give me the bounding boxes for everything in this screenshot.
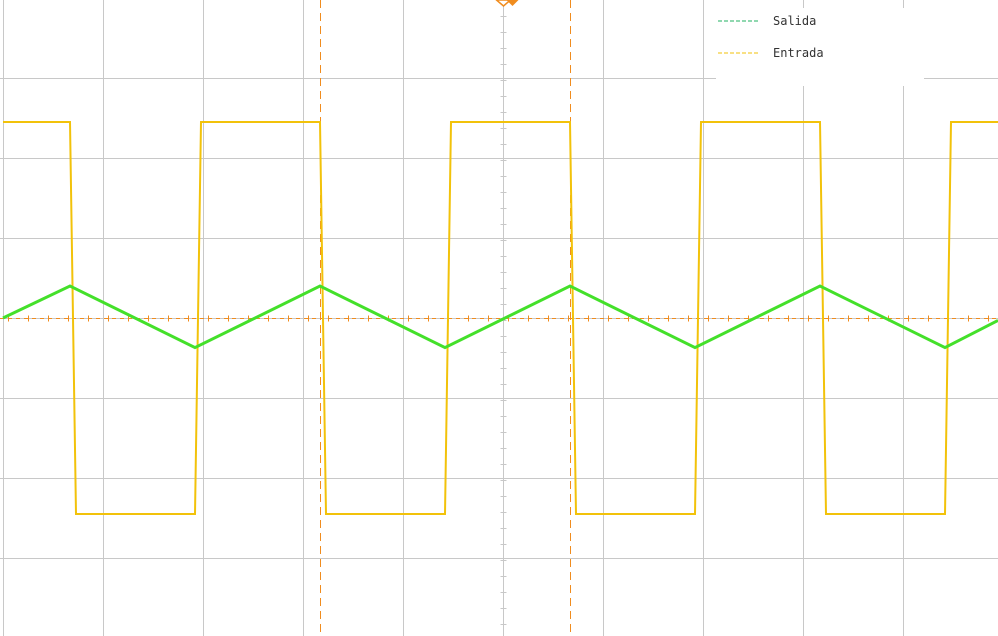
trigger-marker [495, 0, 519, 7]
series-trace-entrada [3, 121, 998, 515]
legend-label-entrada: Entrada [773, 46, 824, 60]
legend-label-salida: Salida [773, 14, 816, 28]
trigger-marker-fill [506, 0, 519, 6]
legend: Salida Entrada [716, 8, 924, 86]
series-traces [2, 121, 998, 515]
trigger-marker-outline [495, 0, 512, 7]
series-trace-salida [2, 284, 998, 350]
